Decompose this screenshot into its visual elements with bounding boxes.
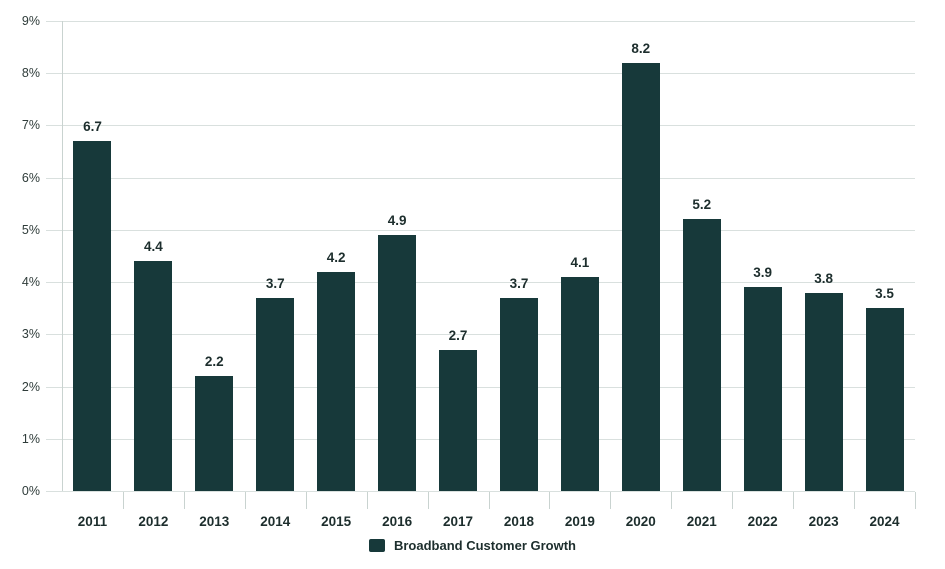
- bar: [621, 62, 660, 491]
- x-axis-label: 2012: [138, 514, 169, 529]
- bar-value-label: 4.9: [387, 213, 407, 229]
- bar: [743, 287, 782, 491]
- bar-value-label: 3.8: [814, 270, 833, 286]
- gridline: [46, 491, 915, 492]
- x-axis-label: 2013: [199, 514, 230, 529]
- y-axis-label: 3%: [21, 327, 40, 342]
- bar: [134, 261, 173, 491]
- y-axis-label: 2%: [21, 379, 40, 394]
- gridline: [46, 386, 915, 388]
- gridline: [46, 438, 915, 440]
- x-axis-tick: [549, 492, 551, 509]
- bar-value-label: 3.7: [265, 275, 285, 291]
- x-axis-label: 2020: [625, 514, 656, 529]
- x-axis-tick: [366, 492, 368, 509]
- bar: [195, 376, 234, 491]
- x-axis-tick: [427, 492, 429, 509]
- y-axis-label: 6%: [21, 170, 40, 185]
- bar: [256, 297, 295, 491]
- legend-swatch-icon: [368, 539, 385, 552]
- x-axis-label: 2015: [321, 514, 352, 529]
- x-axis-label: 2022: [747, 514, 778, 529]
- gridline: [46, 125, 915, 127]
- bar-value-label: 5.2: [692, 197, 712, 213]
- legend: Broadband Customer Growth: [0, 539, 945, 552]
- x-axis-label: 2018: [503, 514, 534, 529]
- legend-label: Broadband Customer Growth: [393, 538, 576, 553]
- x-axis-tick: [305, 492, 307, 509]
- bar: [317, 271, 356, 491]
- x-axis-tick: [671, 492, 673, 509]
- x-axis-tick: [793, 492, 795, 509]
- bar-value-label: 4.2: [326, 249, 346, 265]
- x-axis-tick: [732, 492, 734, 509]
- y-axis-label: 9%: [21, 14, 40, 28]
- bar-value-label: 3.9: [753, 265, 773, 281]
- bar-value-label: 8.2: [631, 40, 651, 56]
- bar: [439, 350, 478, 491]
- bar: [682, 219, 721, 491]
- x-axis-label: 2011: [77, 514, 108, 529]
- bar-value-label: 4.4: [144, 239, 163, 255]
- y-axis-label: 8%: [21, 66, 40, 81]
- y-axis-label: 5%: [21, 222, 40, 237]
- x-axis-tick: [488, 492, 490, 509]
- gridline: [46, 334, 915, 336]
- x-axis-label: 2024: [869, 514, 900, 529]
- bar: [804, 292, 843, 491]
- bar-value-label: 4.1: [570, 254, 590, 270]
- gridline: [46, 177, 915, 179]
- x-axis-tick: [122, 492, 124, 509]
- bar-value-label: 3.7: [509, 275, 529, 291]
- x-axis-label: 2019: [564, 514, 595, 529]
- bar: [560, 276, 599, 491]
- bar: [499, 297, 538, 491]
- bar-value-label: 2.7: [448, 328, 468, 343]
- x-axis-tick: [915, 492, 916, 509]
- gridline: [46, 21, 915, 22]
- bar: [73, 141, 112, 491]
- x-axis-label: 2017: [443, 514, 474, 529]
- x-axis-tick: [610, 492, 612, 509]
- bar-value-label: 6.7: [83, 119, 102, 135]
- y-axis-label: 4%: [21, 275, 40, 290]
- bar: [865, 308, 904, 491]
- x-axis-tick: [854, 492, 856, 509]
- x-axis-label: 2016: [382, 514, 413, 529]
- y-axis-label: 0%: [21, 484, 40, 498]
- bar-value-label: 3.5: [875, 286, 894, 302]
- x-axis-tick: [183, 492, 185, 509]
- x-axis-label: 2021: [686, 514, 717, 529]
- gridline: [46, 282, 915, 284]
- y-axis-line: [62, 21, 63, 491]
- y-axis-label: 7%: [21, 118, 40, 133]
- gridline: [46, 229, 915, 231]
- x-axis-label: 2023: [808, 514, 839, 529]
- x-axis-label: 2014: [260, 514, 291, 529]
- y-axis-label: 1%: [21, 431, 40, 446]
- bar: [378, 235, 417, 491]
- gridline: [46, 73, 915, 75]
- bar-value-label: 2.2: [204, 354, 224, 370]
- x-axis-tick: [244, 492, 246, 509]
